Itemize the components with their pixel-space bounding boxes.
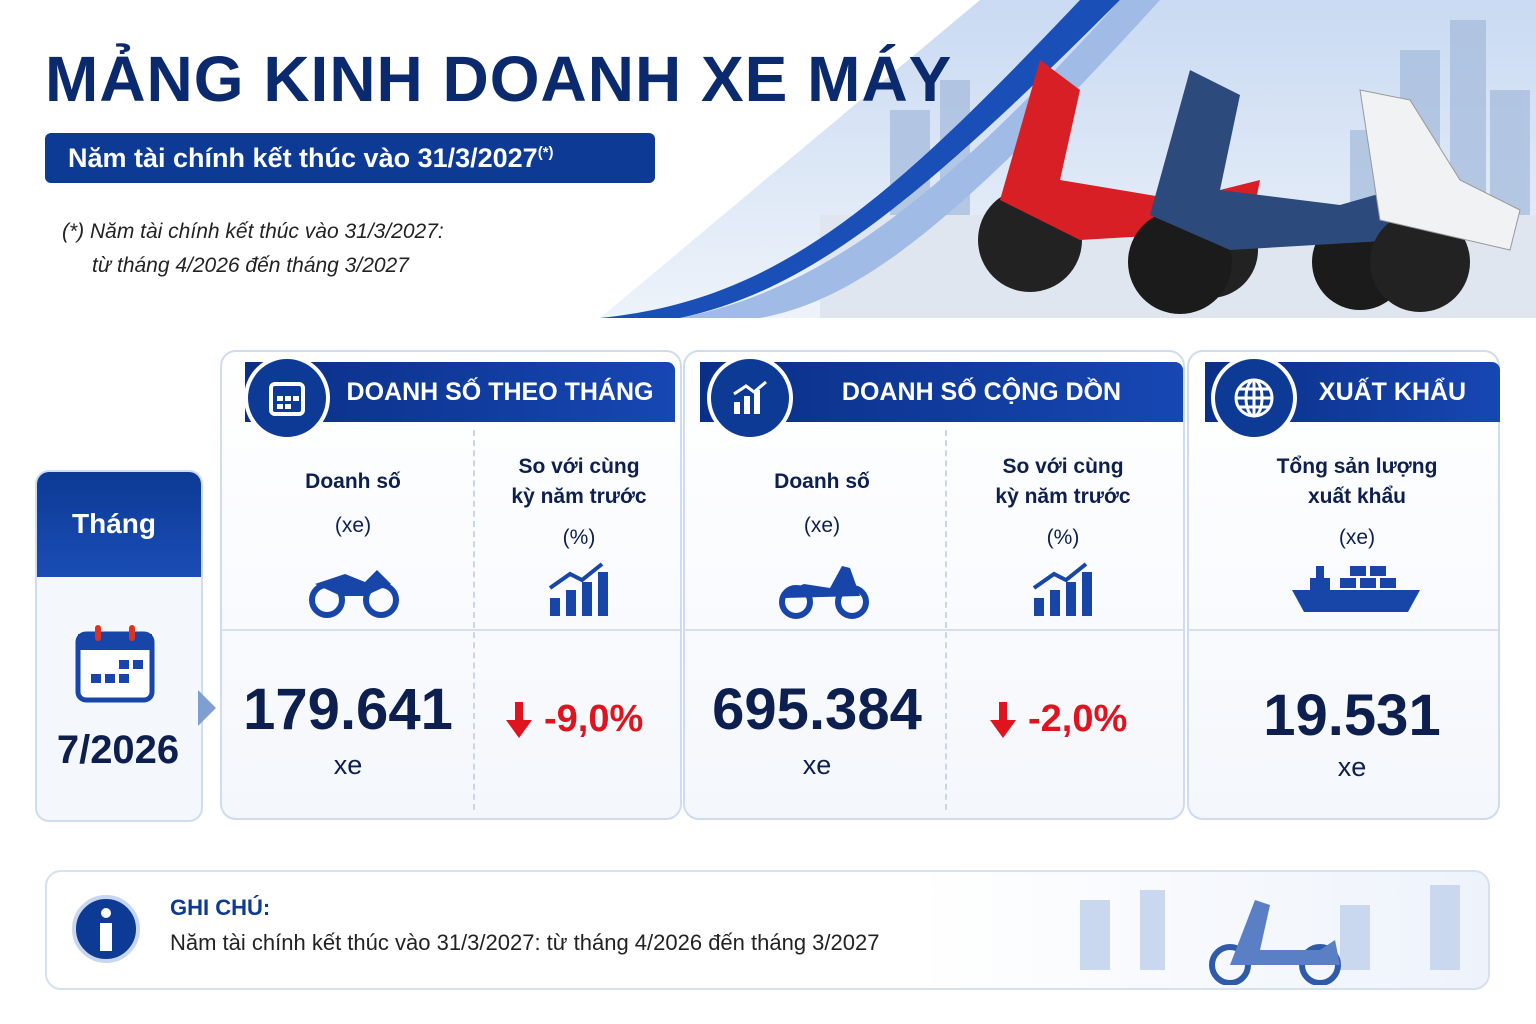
section-title: XUẤT KHẨU — [1318, 378, 1467, 406]
column-icon — [1032, 562, 1092, 616]
column-unit: (xe) — [1338, 526, 1376, 549]
period-header — [37, 472, 201, 577]
period-arrow — [198, 690, 216, 726]
period-label: Tháng — [72, 508, 156, 539]
change-value: -2,0% — [1028, 698, 1128, 740]
column-label: So với cùng — [1002, 455, 1124, 478]
footnote-line: (*) Năm tài chính kết thúc vào 31/3/2027… — [62, 220, 444, 243]
column-label: Tổng sản lượng — [1276, 455, 1438, 478]
column-label: Doanh số — [305, 470, 401, 493]
section-icon — [244, 355, 330, 441]
trend-arrow-down — [990, 702, 1016, 738]
column-label: kỳ năm trước — [995, 485, 1131, 508]
col-divider — [473, 430, 475, 810]
column-unit: (xe) — [803, 514, 841, 537]
column-icon — [309, 570, 399, 618]
column-unit: (%) — [1046, 526, 1080, 549]
metric-value: 695.384 — [712, 677, 922, 742]
scooter-white — [1359, 89, 1521, 312]
change-value: -9,0% — [544, 698, 644, 740]
info-icon — [72, 895, 140, 963]
column-icon — [548, 562, 608, 616]
subtitle-pill — [45, 133, 655, 183]
trend-arrow-down — [506, 702, 532, 738]
metric-unit: xe — [333, 750, 363, 780]
section-title: DOANH SỐ CỘNG DỒN — [841, 378, 1122, 406]
subtitle-text: Năm tài chính kết thúc vào 31/3/2027 — [68, 143, 538, 173]
subtitle: Năm tài chính kết thúc vào 31/3/2027(*) — [68, 143, 554, 174]
col-divider — [945, 430, 947, 810]
section-icon — [1211, 355, 1297, 441]
note-illustration — [1080, 885, 1460, 985]
note-text: Năm tài chính kết thúc vào 31/3/2027: từ… — [170, 930, 880, 955]
row-divider — [685, 629, 1183, 631]
metric-unit: xe — [1337, 752, 1367, 782]
title: MẢNG KINH DOANH XE MÁY — [45, 43, 953, 115]
metric-value: 19.531 — [1263, 683, 1441, 748]
section-icon — [707, 355, 793, 441]
calendar-icon — [75, 625, 155, 703]
row-divider — [222, 629, 680, 631]
hero-image — [600, 0, 1536, 318]
column-label: xuất khẩu — [1307, 485, 1407, 508]
column-label: So với cùng — [518, 455, 640, 478]
column-label: Doanh số — [774, 470, 870, 493]
section-title: DOANH SỐ THEO THÁNG — [346, 378, 654, 406]
column-icon — [779, 566, 869, 619]
column-label: kỳ năm trước — [511, 485, 647, 508]
column-unit: (%) — [562, 526, 596, 549]
subtitle-mark: (*) — [537, 144, 554, 161]
metric-value: 179.641 — [243, 677, 453, 742]
note-title: GHI CHÚ: — [170, 895, 271, 920]
footnote-line: từ tháng 4/2026 đến tháng 3/2027 — [92, 254, 409, 277]
row-divider — [1189, 629, 1498, 631]
column-unit: (xe) — [334, 514, 372, 537]
metric-unit: xe — [802, 750, 832, 780]
column-icon — [1292, 566, 1420, 612]
period-value: 7/2026 — [56, 728, 180, 772]
